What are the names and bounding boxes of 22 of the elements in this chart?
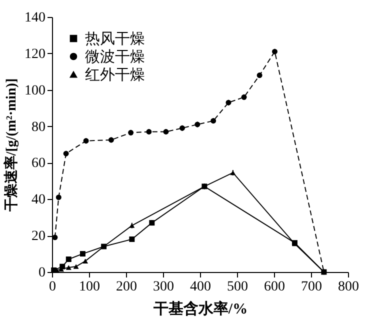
- y-tick-label: 100: [24, 83, 46, 98]
- x-tick-label: 200: [116, 280, 137, 294]
- legend-label: 热风干燥: [85, 30, 145, 48]
- y-tick-label: 80: [32, 120, 46, 135]
- legend-label: 红外干燥: [85, 66, 145, 84]
- y-tick-label: 20: [32, 229, 46, 244]
- x-axis-title: 干基含水率/%: [152, 300, 248, 318]
- x-tick-label: 100: [79, 280, 100, 294]
- x-tick-label: 700: [301, 280, 322, 294]
- y-tick-label: 0: [38, 266, 46, 280]
- y-tick-label: 40: [32, 192, 46, 208]
- x-tick-label: 400: [190, 280, 211, 294]
- x-tick-label: 0: [49, 280, 56, 294]
- legend-label: 微波干燥: [85, 48, 145, 66]
- x-tick-label: 800: [338, 280, 359, 294]
- y-axis-title: 干燥速率/[g/(m²·min)]: [2, 78, 20, 213]
- y-tick-label: 140: [24, 10, 46, 26]
- x-tick-label: 500: [227, 280, 248, 294]
- x-tick-label: 600: [264, 280, 285, 294]
- y-tick-label: 60: [32, 156, 46, 172]
- y-tick-label: 120: [24, 46, 46, 62]
- x-tick-label: 300: [153, 280, 174, 294]
